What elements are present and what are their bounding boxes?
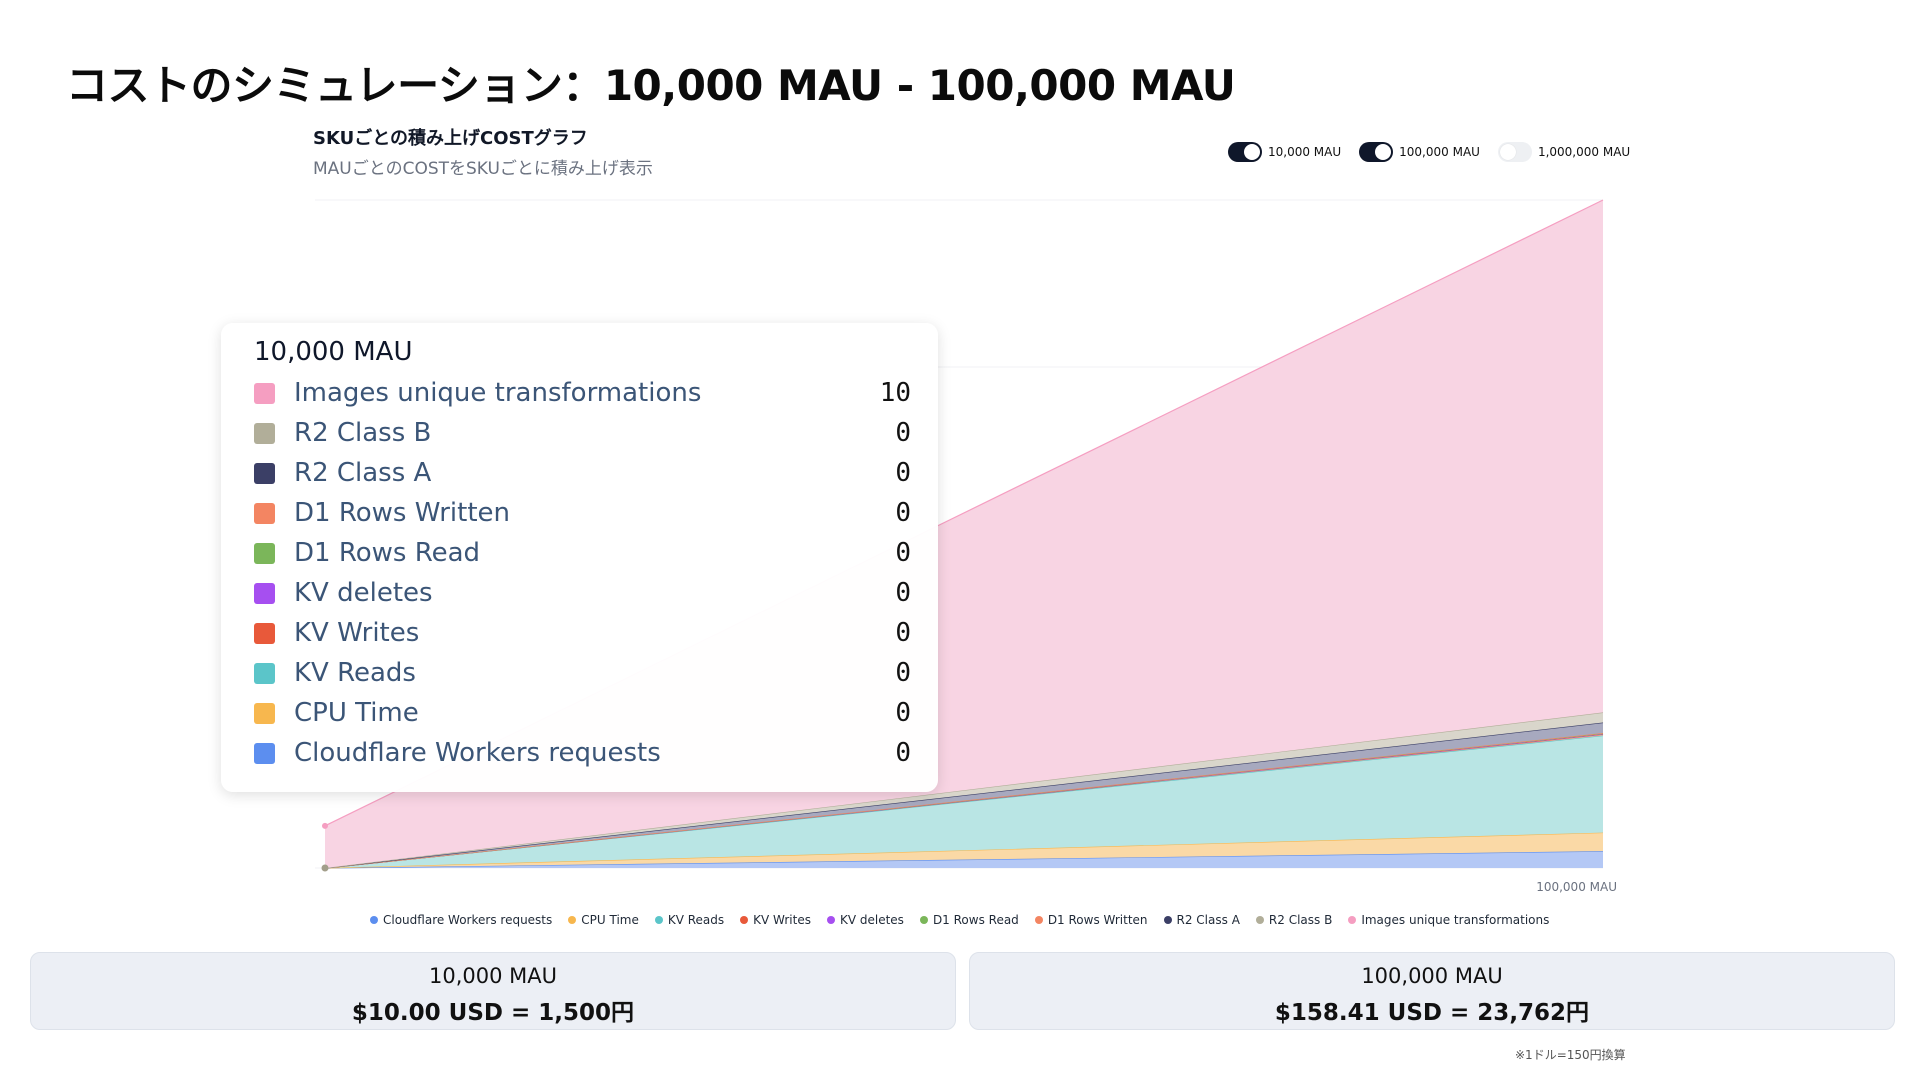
chart-subtitle: MAUごとのCOSTをSKUごとに積み上げ表示 bbox=[313, 159, 653, 179]
legend-label: D1 Rows Read bbox=[932, 913, 1019, 927]
toggle-label: 100,000 MAU bbox=[1399, 145, 1480, 159]
legend-label: KV Writes bbox=[753, 913, 811, 927]
tooltip-series-label: R2 Class A bbox=[294, 458, 432, 488]
tooltip-swatch bbox=[254, 702, 275, 724]
tooltip-series-label: Images unique transformations bbox=[294, 378, 702, 408]
tooltip-swatch bbox=[254, 662, 275, 684]
legend-dot bbox=[654, 916, 663, 924]
exchange-rate-footnote: ※1ドル=150円換算 bbox=[1515, 1048, 1626, 1062]
tooltip-swatch bbox=[254, 622, 275, 644]
tooltip-swatch bbox=[254, 582, 275, 604]
legend-label: R2 Class A bbox=[1176, 913, 1240, 927]
legend-dot bbox=[370, 916, 378, 924]
tooltip-swatch bbox=[254, 542, 275, 564]
tooltip-series-value: 0 bbox=[895, 618, 911, 648]
tooltip-series-value: 10 bbox=[879, 378, 911, 408]
tooltip-series-label: D1 Rows Read bbox=[294, 538, 481, 568]
legend-item[interactable]: Cloudflare Workers requests bbox=[370, 913, 552, 927]
slide-title: コストのシミュレーション：10,000 MAU - 100,000 MAU bbox=[66, 61, 1236, 110]
legend-item[interactable]: KV Reads bbox=[654, 913, 725, 927]
chart-tooltip: 10,000 MAU Images unique transformations… bbox=[221, 323, 938, 792]
tooltip-series-value: 0 bbox=[895, 658, 911, 688]
legend-dot bbox=[568, 916, 577, 924]
legend-item[interactable]: KV deletes bbox=[826, 913, 904, 927]
tooltip-series-value: 0 bbox=[895, 738, 911, 768]
toggle-label: 10,000 MAU bbox=[1268, 145, 1342, 159]
tooltip-series-label: Cloudflare Workers requests bbox=[294, 738, 661, 768]
toggle-label: 1,000,000 MAU bbox=[1537, 145, 1631, 159]
data-point bbox=[321, 864, 329, 872]
legend-label: Images unique transformations bbox=[1361, 913, 1550, 927]
tooltip-swatch bbox=[254, 502, 275, 524]
toggle-10k-mau[interactable]: 10,000 MAU bbox=[1228, 142, 1341, 162]
tooltip-row: KV Reads 0 bbox=[254, 653, 911, 693]
tooltip-series-label: D1 Rows Written bbox=[294, 498, 511, 528]
tooltip-row: R2 Class A 0 bbox=[254, 453, 911, 493]
toggle-100k-mau[interactable]: 100,000 MAU bbox=[1359, 142, 1480, 162]
legend-item[interactable]: D1 Rows Written bbox=[1034, 913, 1148, 927]
tooltip-series-label: KV deletes bbox=[294, 578, 433, 608]
legend-label: CPU Time bbox=[581, 913, 639, 927]
tooltip-row: KV deletes 0 bbox=[254, 573, 911, 613]
tooltip-swatch bbox=[254, 382, 275, 404]
tooltip-series-label: KV Reads bbox=[294, 658, 416, 688]
chart-legend: Cloudflare Workers requests CPU Time KV Re… bbox=[370, 913, 1549, 927]
legend-dot bbox=[826, 916, 835, 924]
tooltip-series-value: 0 bbox=[895, 458, 911, 488]
toggle-switch-100k[interactable] bbox=[1359, 142, 1394, 162]
x-tick-label: 100,000 MAU bbox=[1536, 880, 1617, 894]
summary-card-10k: 10,000 MAU $10.00 USD = 1,500円 bbox=[30, 952, 956, 1030]
legend-item[interactable]: CPU Time bbox=[568, 913, 639, 927]
tooltip-row: CPU Time 0 bbox=[254, 693, 911, 733]
legend-label: Cloudflare Workers requests bbox=[383, 913, 553, 927]
tooltip-row: KV Writes 0 bbox=[254, 613, 911, 653]
chart-title: SKUごとの積み上げCOSTグラフ bbox=[313, 128, 588, 149]
tooltip-row: D1 Rows Written 0 bbox=[254, 493, 911, 533]
legend-dot bbox=[740, 916, 749, 924]
tooltip-series-label: R2 Class B bbox=[294, 418, 432, 448]
legend-item[interactable]: R2 Class B bbox=[1255, 913, 1333, 927]
tooltip-title: 10,000 MAU bbox=[254, 337, 413, 367]
tooltip-swatch bbox=[254, 742, 275, 764]
data-point bbox=[322, 822, 328, 829]
tooltip-series-value: 0 bbox=[895, 698, 911, 728]
summary-cost: $158.41 USD = 23,762円 bbox=[1274, 1000, 1590, 1026]
tooltip-series-label: CPU Time bbox=[294, 698, 419, 728]
tooltip-row: D1 Rows Read 0 bbox=[254, 533, 911, 573]
tooltip-series-value: 0 bbox=[895, 418, 911, 448]
tooltip-series-label: KV Writes bbox=[294, 618, 420, 648]
tooltip-swatch bbox=[254, 422, 275, 444]
summary-card-100k: 100,000 MAU $158.41 USD = 23,762円 bbox=[969, 952, 1895, 1030]
legend-label: KV deletes bbox=[839, 913, 904, 927]
legend-dot bbox=[919, 916, 928, 924]
legend-item[interactable]: R2 Class A bbox=[1163, 913, 1240, 927]
legend-label: KV Reads bbox=[667, 913, 725, 927]
legend-label: R2 Class B bbox=[1268, 913, 1333, 927]
toggle-1m-mau[interactable]: 1,000,000 MAU bbox=[1497, 142, 1631, 162]
tooltip-row: Cloudflare Workers requests 0 bbox=[254, 733, 911, 773]
summary-cost: $10.00 USD = 1,500円 bbox=[351, 1000, 635, 1026]
legend-dot bbox=[1348, 916, 1357, 924]
tooltip-row: R2 Class B 0 bbox=[254, 413, 911, 453]
summary-mau: 10,000 MAU bbox=[428, 964, 557, 988]
legend-label: D1 Rows Written bbox=[1047, 913, 1148, 927]
tooltip-series-value: 0 bbox=[895, 538, 911, 568]
toggle-switch-10k[interactable] bbox=[1228, 142, 1262, 162]
legend-item[interactable]: KV Writes bbox=[740, 913, 811, 927]
legend-dot bbox=[1255, 916, 1264, 924]
tooltip-series-value: 0 bbox=[895, 498, 911, 528]
mau-toggle-group: 10,000 MAU 100,000 MAU 1,000,000 MAU bbox=[1228, 142, 1630, 162]
legend-dot bbox=[1034, 916, 1043, 924]
tooltip-swatch bbox=[254, 462, 275, 484]
legend-dot bbox=[1163, 916, 1172, 924]
summary-mau: 100,000 MAU bbox=[1361, 964, 1503, 988]
tooltip-series-value: 0 bbox=[895, 578, 911, 608]
legend-item[interactable]: D1 Rows Read bbox=[919, 913, 1019, 927]
legend-item[interactable]: Images unique transformations bbox=[1348, 913, 1549, 927]
tooltip-row: Images unique transformations 10 bbox=[254, 373, 911, 413]
toggle-switch-1m[interactable] bbox=[1497, 142, 1532, 162]
